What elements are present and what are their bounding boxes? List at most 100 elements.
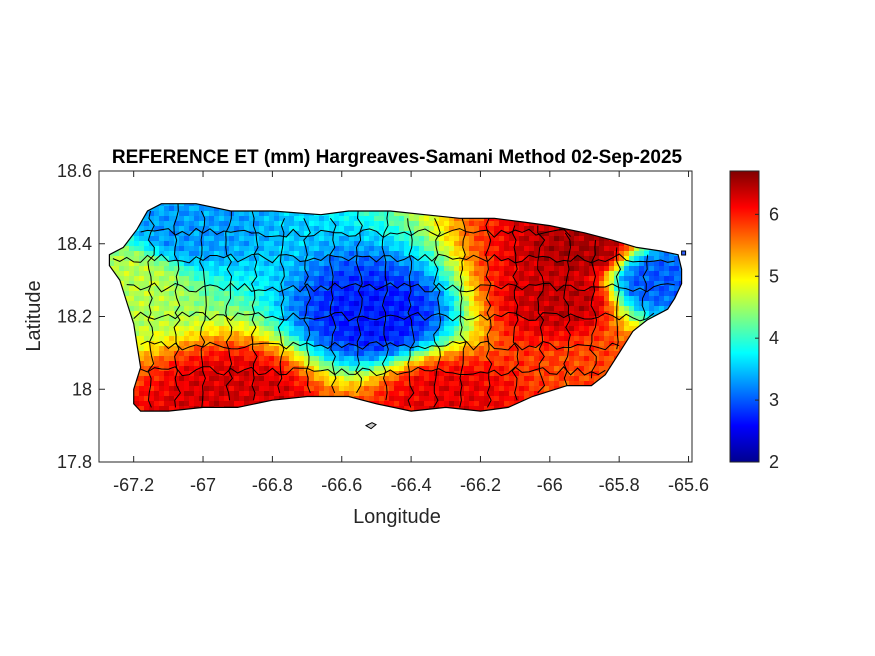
heat-cell xyxy=(519,256,525,262)
heat-cell xyxy=(274,236,280,242)
heat-cell xyxy=(439,391,445,397)
heat-cell xyxy=(184,281,190,287)
heat-cell xyxy=(509,331,515,337)
heat-cell xyxy=(619,316,625,322)
heat-cell xyxy=(434,331,440,337)
heat-cell xyxy=(294,381,300,387)
heat-cell xyxy=(444,336,450,342)
heat-cell xyxy=(384,276,390,282)
heat-cell xyxy=(364,286,370,292)
heat-cell xyxy=(484,316,490,322)
heat-cell xyxy=(419,261,425,267)
heat-cell xyxy=(554,281,560,287)
heat-cell xyxy=(449,346,455,352)
heat-cell xyxy=(654,256,660,262)
heat-cell xyxy=(424,301,430,307)
heat-cell xyxy=(129,241,135,247)
heat-cell xyxy=(339,316,345,322)
heat-cell xyxy=(574,286,580,292)
heat-cell xyxy=(474,246,480,252)
heat-cell xyxy=(264,236,270,242)
heat-cell xyxy=(199,256,205,262)
heat-cell xyxy=(344,326,350,332)
heat-cell xyxy=(349,246,355,252)
heat-cell xyxy=(234,221,240,227)
heat-cell xyxy=(524,311,530,317)
heat-cell xyxy=(189,301,195,307)
heat-cell xyxy=(174,203,180,207)
heat-cell xyxy=(244,236,250,242)
heat-cell xyxy=(424,321,430,327)
heat-cell xyxy=(334,361,340,367)
heat-cell xyxy=(549,316,555,322)
heat-cell xyxy=(319,241,325,247)
heat-cell xyxy=(544,246,550,252)
heat-cell xyxy=(374,236,380,242)
heat-cell xyxy=(424,391,430,397)
heat-cell xyxy=(609,331,615,337)
heat-cell xyxy=(249,221,255,227)
heat-cell xyxy=(409,271,415,277)
heat-cell xyxy=(204,356,210,362)
heat-cell xyxy=(474,281,480,287)
heat-cell xyxy=(239,326,245,332)
heat-cell xyxy=(549,331,555,337)
heat-cell xyxy=(339,261,345,267)
heat-cell xyxy=(544,306,550,312)
heat-cell xyxy=(179,221,185,227)
heat-cell xyxy=(604,361,610,367)
heat-cell xyxy=(239,331,245,337)
heat-cell xyxy=(609,241,615,247)
heat-cell xyxy=(489,386,495,392)
heat-cell xyxy=(214,351,220,357)
heat-cell xyxy=(599,366,605,372)
heat-cell xyxy=(624,281,630,287)
heat-cell xyxy=(179,376,185,382)
heat-cell xyxy=(279,311,285,317)
heat-cell xyxy=(144,346,150,352)
heat-cell xyxy=(219,266,225,272)
heat-cell xyxy=(159,256,165,262)
heat-cell xyxy=(424,261,430,267)
heat-cell xyxy=(534,246,540,252)
heat-cell xyxy=(199,361,205,367)
heat-cell xyxy=(229,401,235,407)
heat-cell xyxy=(674,281,680,287)
heat-cell xyxy=(364,256,370,262)
heat-cell xyxy=(634,266,640,272)
heat-cell xyxy=(464,321,470,327)
heat-cell xyxy=(454,296,460,302)
heat-cell xyxy=(179,361,185,367)
heat-cell xyxy=(324,331,330,337)
heat-cell xyxy=(139,271,145,277)
heat-cell xyxy=(514,336,520,342)
heat-cell xyxy=(189,331,195,337)
heat-cell xyxy=(664,271,670,277)
heat-cell xyxy=(174,351,180,357)
heat-cell xyxy=(384,311,390,317)
heat-cell xyxy=(599,291,605,297)
heat-cell xyxy=(554,241,560,247)
heat-cell xyxy=(329,216,335,222)
heat-cell xyxy=(199,316,205,322)
heat-cell xyxy=(429,316,435,322)
heat-cell xyxy=(534,341,540,347)
heat-cell xyxy=(329,326,335,332)
heat-cell xyxy=(299,296,305,302)
heat-cell xyxy=(324,226,330,232)
heat-cell xyxy=(229,381,235,387)
heat-cell xyxy=(284,236,290,242)
heat-cell xyxy=(529,371,535,377)
heat-cell xyxy=(219,396,225,402)
heat-cell xyxy=(114,261,120,267)
heat-cell xyxy=(334,356,340,362)
heat-cell xyxy=(619,271,625,277)
heat-cell xyxy=(354,221,360,227)
heat-cell xyxy=(229,336,235,342)
heat-cell xyxy=(199,211,205,217)
heat-cell xyxy=(394,326,400,332)
heat-cell xyxy=(154,341,160,347)
heat-cell xyxy=(339,331,345,337)
heat-cell xyxy=(549,386,555,392)
heat-cell xyxy=(254,281,260,287)
